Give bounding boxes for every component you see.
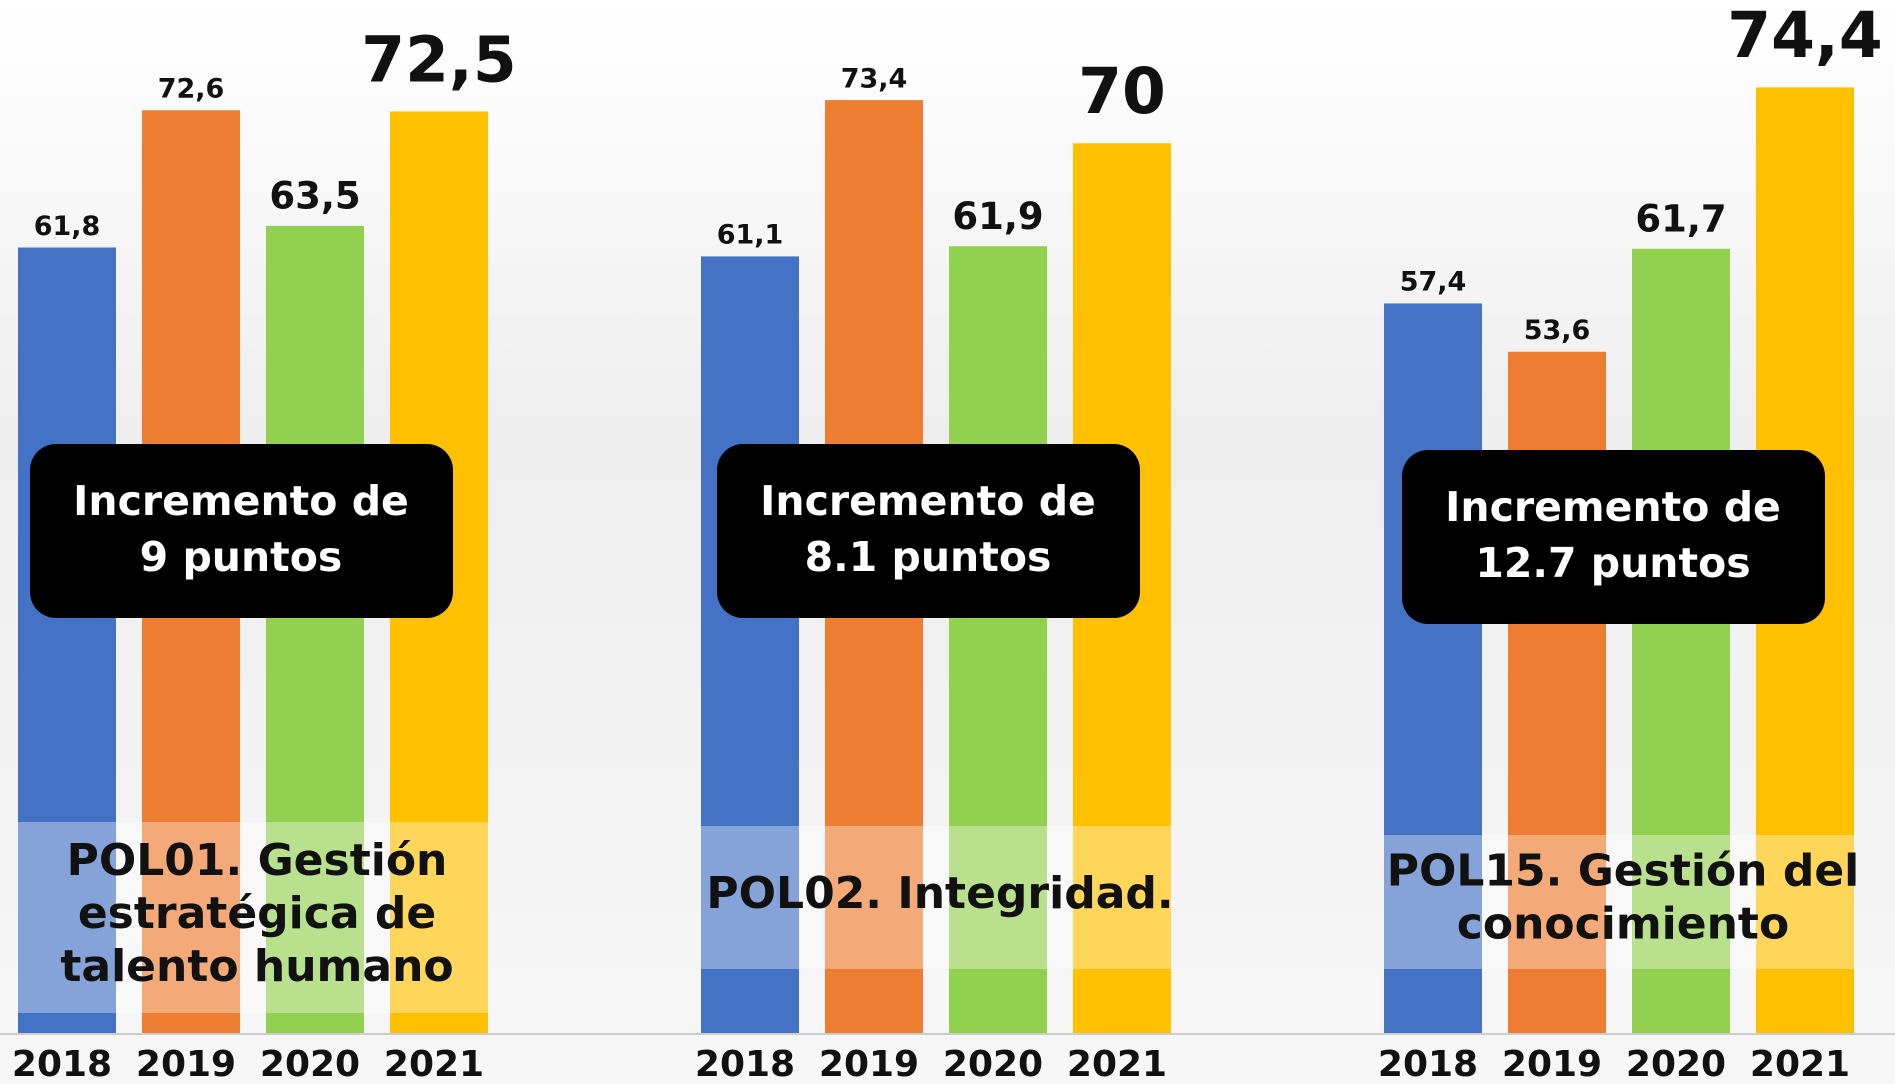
x-tick-label: 2021 bbox=[1067, 1044, 1167, 1084]
x-tick-label: 2020 bbox=[260, 1044, 360, 1084]
x-tick-label: 2018 bbox=[695, 1044, 795, 1084]
value-label: 72,6 bbox=[158, 74, 225, 105]
value-label: 61,8 bbox=[34, 211, 101, 242]
annotation-text: Incremento de bbox=[760, 477, 1096, 525]
x-tick-label: 2019 bbox=[819, 1044, 919, 1084]
annotation-box bbox=[717, 444, 1140, 618]
x-tick-label: 2018 bbox=[1378, 1044, 1478, 1084]
value-label: 72,5 bbox=[361, 23, 516, 96]
x-tick-label: 2021 bbox=[384, 1044, 484, 1084]
value-label: 61,7 bbox=[1635, 198, 1726, 241]
value-label: 53,6 bbox=[1524, 315, 1591, 346]
value-label: 61,9 bbox=[952, 195, 1043, 238]
value-label: 61,1 bbox=[717, 220, 784, 251]
x-tick-label: 2020 bbox=[943, 1044, 1043, 1084]
annotation-box bbox=[30, 444, 453, 618]
group-title: estratégica de bbox=[78, 888, 436, 939]
group-title: POL02. Integridad. bbox=[706, 868, 1173, 919]
value-label: 63,5 bbox=[269, 175, 360, 218]
value-label: 57,4 bbox=[1400, 267, 1467, 298]
value-label: 70 bbox=[1078, 55, 1166, 128]
x-tick-label: 2020 bbox=[1626, 1044, 1726, 1084]
x-tick-label: 2018 bbox=[12, 1044, 112, 1084]
value-label: 73,4 bbox=[841, 63, 908, 94]
annotation-text: Incremento de bbox=[73, 477, 409, 525]
chart: 61,8 2018 72,6 2019 63,5 2020 72,5 2021 POL01. G… bbox=[0, 0, 1895, 1084]
group-title: POL01. Gestión bbox=[67, 835, 448, 886]
annotation-box bbox=[1402, 450, 1825, 624]
value-label: 74,4 bbox=[1727, 0, 1882, 72]
annotation-text: 8.1 puntos bbox=[805, 533, 1052, 581]
x-tick-label: 2019 bbox=[136, 1044, 236, 1084]
group-title: conocimiento bbox=[1457, 899, 1789, 950]
x-tick-label: 2019 bbox=[1502, 1044, 1602, 1084]
group-title: talento humano bbox=[60, 941, 453, 992]
annotation-text: 9 puntos bbox=[140, 533, 343, 581]
annotation-text: 12.7 puntos bbox=[1475, 539, 1750, 587]
x-tick-label: 2021 bbox=[1750, 1044, 1850, 1084]
annotation-text: Incremento de bbox=[1445, 483, 1781, 531]
group-title: POL15. Gestión del bbox=[1387, 846, 1860, 897]
